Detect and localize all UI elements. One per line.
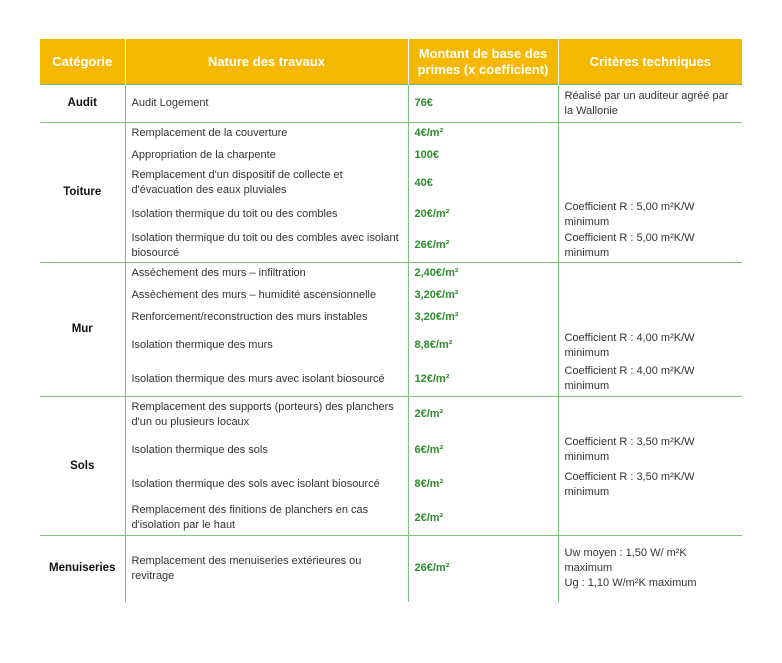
table-row: Assèchement des murs – humidité ascensio… xyxy=(40,284,742,307)
table-row: Remplacement des finitions de planchers … xyxy=(40,501,742,536)
primes-table: Catégorie Nature des travaux Montant de … xyxy=(40,39,742,602)
criteria-cell xyxy=(557,501,742,536)
table-body: Audit Audit Logement 76€ Réalisé par un aud… xyxy=(40,84,742,602)
amount-cell: 3,20€/m² xyxy=(407,284,558,307)
criteria-cell: Réalisé par un auditeur agréé par la Wal… xyxy=(557,84,742,123)
criteria-cell: Coefficient R : 4,00 m²K/W minimum xyxy=(557,362,742,397)
table-row: Appropriation de la charpente 100€ xyxy=(40,144,742,167)
nature-cell: Isolation thermique des murs avec isolan… xyxy=(124,362,408,397)
amount-cell: 8,8€/m² xyxy=(407,328,558,363)
category-cell: Menuiseries xyxy=(40,535,125,602)
criteria-cell xyxy=(557,284,742,307)
amount-cell: 20€/m² xyxy=(407,199,558,230)
table-row: Isolation thermique des murs 8,8€/m² Coeff… xyxy=(40,328,742,363)
amount-cell: 2,40€/m² xyxy=(407,262,558,285)
nature-cell: Isolation thermique des sols avec isolan… xyxy=(124,467,408,502)
criteria-cell: Coefficient R : 4,00 m²K/W minimum xyxy=(557,328,742,363)
criteria-cell xyxy=(557,396,742,433)
nature-cell: Isolation thermique du toit ou des combl… xyxy=(124,199,408,230)
nature-cell: Audit Logement xyxy=(124,84,408,123)
nature-cell: Isolation thermique des sols xyxy=(124,432,408,468)
amount-cell: 6€/m² xyxy=(407,432,558,468)
table-row: Isolation thermique des murs avec isolan… xyxy=(40,362,742,397)
category-cell: Audit xyxy=(40,84,125,123)
criteria-cell: Coefficient R : 3,50 m²K/W minimum xyxy=(557,432,742,468)
amount-cell: 2€/m² xyxy=(407,501,558,536)
table-row: Isolation thermique des sols avec isolan… xyxy=(40,467,742,502)
table-row: Isolation thermique des sols 6€/m² Coeffic… xyxy=(40,432,742,468)
table-row: Isolation thermique du toit ou des combl… xyxy=(40,229,742,263)
amount-cell: 26€/m² xyxy=(407,535,558,602)
category-cell: Toiture xyxy=(40,122,125,263)
amount-cell: 8€/m² xyxy=(407,467,558,502)
amount-cell: 76€ xyxy=(407,84,558,123)
table-row: Isolation thermique du toit ou des combl… xyxy=(40,199,742,230)
nature-cell: Remplacement des menuiseries extérieures… xyxy=(124,535,408,602)
nature-cell: Appropriation de la charpente xyxy=(124,144,408,167)
table-header-row: Catégorie Nature des travaux Montant de … xyxy=(40,39,742,85)
table-row: Sols Remplacement des supports (porteurs)… xyxy=(40,396,742,536)
nature-cell: Remplacement de la couverture xyxy=(124,122,408,145)
table-row: Toiture Remplacement de la couverture 4€/m… xyxy=(40,122,742,263)
criteria-cell: Uw moyen : 1,50 W/ m²K maximum Ug : 1,10 … xyxy=(557,535,742,602)
amount-cell: 3,20€/m² xyxy=(407,306,558,329)
amount-cell: 100€ xyxy=(407,144,558,167)
header-montant: Montant de base des primes (x coefficien… xyxy=(407,39,558,85)
criteria-cell xyxy=(557,144,742,167)
table-row: Menuiseries Remplacement des menuiseries … xyxy=(40,535,742,602)
criteria-cell: Coefficient R : 5,00 m²K/W minimum xyxy=(557,199,742,230)
amount-cell: 2€/m² xyxy=(407,396,558,433)
nature-cell: Assèchement des murs – infiltration xyxy=(124,262,408,285)
amount-cell: 12€/m² xyxy=(407,362,558,397)
amount-cell: 4€/m² xyxy=(407,122,558,145)
table-row: Audit Audit Logement 76€ Réalisé par un aud… xyxy=(40,84,742,123)
amount-cell: 40€ xyxy=(407,166,558,200)
nature-cell: Remplacement des supports (porteurs) des… xyxy=(124,396,408,433)
nature-cell: Renforcement/reconstruction des murs ins… xyxy=(124,306,408,329)
nature-cell: Assèchement des murs – humidité ascensio… xyxy=(124,284,408,307)
header-categorie: Catégorie xyxy=(40,39,125,85)
nature-cell: Isolation thermique des murs xyxy=(124,328,408,363)
nature-cell: Isolation thermique du toit ou des combl… xyxy=(124,229,408,263)
table-row: Remplacement d'un dispositif de collecte… xyxy=(40,166,742,200)
criteria-cell xyxy=(557,166,742,200)
category-cell: Mur xyxy=(40,262,125,397)
header-criteres: Critères techniques xyxy=(557,39,742,85)
amount-cell: 26€/m² xyxy=(407,229,558,263)
criteria-cell xyxy=(557,306,742,329)
table-row: Renforcement/reconstruction des murs ins… xyxy=(40,306,742,329)
category-cell: Sols xyxy=(40,396,125,536)
criteria-cell xyxy=(557,262,742,285)
table-row: Mur Assèchement des murs – infiltration 2,… xyxy=(40,262,742,397)
criteria-cell: Coefficient R : 3,50 m²K/W minimum xyxy=(557,467,742,502)
criteria-cell: Coefficient R : 5,00 m²K/W minimum xyxy=(557,229,742,263)
header-nature: Nature des travaux xyxy=(124,39,408,85)
nature-cell: Remplacement d'un dispositif de collecte… xyxy=(124,166,408,200)
nature-cell: Remplacement des finitions de planchers … xyxy=(124,501,408,536)
criteria-cell xyxy=(557,122,742,145)
